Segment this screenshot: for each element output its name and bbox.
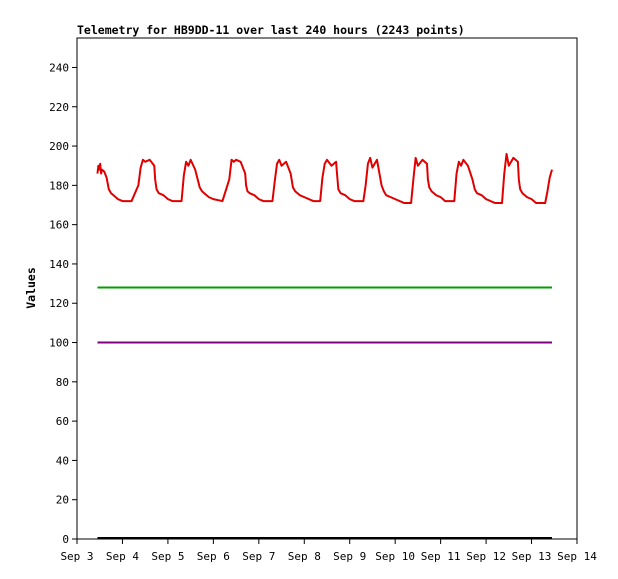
series-line-0: [96, 152, 553, 205]
x-tick-label: Sep 13: [512, 550, 552, 563]
y-tick-label: 240: [49, 61, 69, 74]
x-tick-label: Sep 10: [375, 550, 415, 563]
x-tick-label: Sep 3: [60, 550, 93, 563]
x-tick-label: Sep 6: [197, 550, 230, 563]
x-tick-label: Sep 11: [421, 550, 461, 563]
x-tick-label: Sep 4: [106, 550, 139, 563]
y-tick-label: 180: [49, 179, 69, 192]
x-tick-label: Sep 12: [466, 550, 506, 563]
y-tick-label: 160: [49, 219, 69, 232]
y-tick-label: 0: [62, 533, 69, 546]
x-tick-label: Sep 8: [288, 550, 321, 563]
y-tick-label: 20: [56, 494, 69, 507]
y-tick-label: 120: [49, 297, 69, 310]
y-tick-label: 220: [49, 101, 69, 114]
x-tick-label: Sep 9: [333, 550, 366, 563]
y-tick-label: 200: [49, 140, 69, 153]
y-axis-label: Values: [24, 267, 38, 309]
x-tick-label: Sep 5: [151, 550, 184, 563]
x-tick-label: Sep 7: [242, 550, 275, 563]
y-axis: 0 20 40 60 80 100 120 140 160 180 200 220 240: [49, 61, 77, 546]
y-tick-label: 60: [56, 415, 69, 428]
chart-title: Telemetry for HB9DD-11 over last 240 hou…: [77, 23, 465, 37]
x-axis: Sep 3 Sep 4 Sep 5 Sep 6 Sep 7 Sep 8 Sep 9 Sep 1…: [60, 539, 597, 563]
y-tick-label: 140: [49, 258, 69, 271]
y-tick-label: 40: [56, 454, 69, 467]
series-group: [96, 152, 553, 540]
y-tick-label: 100: [49, 337, 69, 350]
x-tick-label: Sep 14: [557, 550, 597, 563]
y-tick-label: 80: [56, 376, 69, 389]
